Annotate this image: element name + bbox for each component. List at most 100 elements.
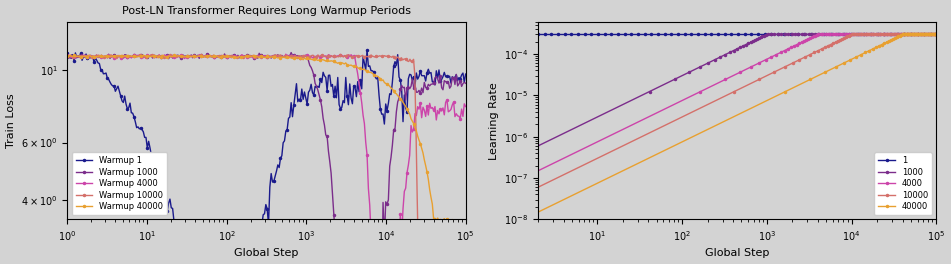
40000 bbox=[800, 80, 811, 83]
Warmup 40000 bbox=[445, 224, 456, 227]
40000 bbox=[907, 33, 919, 36]
Line: 4000: 4000 bbox=[511, 32, 939, 185]
Warmup 40000 bbox=[65, 53, 76, 56]
40000 bbox=[931, 33, 942, 36]
Warmup 1000 bbox=[62, 55, 73, 58]
Warmup 10000 bbox=[284, 55, 296, 58]
10000 bbox=[883, 33, 895, 36]
Warmup 4000 bbox=[400, 187, 412, 190]
Warmup 4000 bbox=[460, 105, 472, 108]
X-axis label: Global Step: Global Step bbox=[234, 248, 299, 258]
Warmup 40000 bbox=[301, 58, 312, 61]
Warmup 10000 bbox=[391, 56, 402, 60]
1000 bbox=[507, 157, 518, 160]
40000 bbox=[897, 33, 908, 36]
10000 bbox=[904, 33, 916, 36]
1000 bbox=[837, 33, 848, 36]
Warmup 1000 bbox=[299, 55, 310, 58]
40000 bbox=[896, 33, 907, 36]
X-axis label: Global Step: Global Step bbox=[705, 248, 769, 258]
Warmup 4000 bbox=[425, 107, 437, 110]
Warmup 40000 bbox=[299, 56, 310, 59]
Legend: Warmup 1, Warmup 1000, Warmup 4000, Warmup 10000, Warmup 40000: Warmup 1, Warmup 1000, Warmup 4000, Warm… bbox=[71, 152, 167, 215]
40000 bbox=[912, 33, 923, 36]
Warmup 10000 bbox=[134, 53, 146, 56]
Warmup 10000 bbox=[63, 54, 74, 58]
1 bbox=[868, 33, 880, 36]
Warmup 4000 bbox=[281, 53, 292, 56]
Warmup 1000 bbox=[285, 51, 297, 54]
Line: Warmup 1000: Warmup 1000 bbox=[66, 50, 468, 264]
Y-axis label: Learning Rate: Learning Rate bbox=[489, 82, 498, 159]
10000 bbox=[931, 33, 942, 36]
4000 bbox=[811, 33, 823, 36]
40000 bbox=[921, 33, 932, 36]
Warmup 1 bbox=[400, 106, 412, 109]
Warmup 40000 bbox=[62, 54, 73, 58]
1000 bbox=[761, 33, 772, 36]
Line: Warmup 40000: Warmup 40000 bbox=[66, 53, 468, 228]
1000 bbox=[931, 33, 942, 36]
1 bbox=[533, 33, 544, 36]
Warmup 1 bbox=[425, 71, 437, 74]
Title: Post-LN Transformer Requires Long Warmup Periods: Post-LN Transformer Requires Long Warmup… bbox=[122, 6, 411, 16]
10000 bbox=[748, 80, 760, 83]
4000 bbox=[812, 33, 824, 36]
10000 bbox=[845, 33, 857, 36]
Line: Warmup 10000: Warmup 10000 bbox=[66, 53, 432, 264]
40000 bbox=[925, 33, 937, 36]
Line: 40000: 40000 bbox=[511, 32, 939, 227]
1 bbox=[769, 33, 781, 36]
Warmup 40000 bbox=[424, 188, 436, 191]
Line: 10000: 10000 bbox=[511, 32, 939, 202]
1 bbox=[776, 33, 787, 36]
Line: 1: 1 bbox=[536, 32, 939, 36]
Warmup 1000 bbox=[307, 69, 319, 72]
Legend: 1, 1000, 4000, 10000, 40000: 1, 1000, 4000, 10000, 40000 bbox=[874, 152, 932, 215]
Warmup 1000 bbox=[63, 55, 74, 58]
Warmup 1 bbox=[299, 91, 310, 94]
Warmup 4000 bbox=[62, 53, 73, 56]
Warmup 40000 bbox=[307, 58, 319, 61]
Warmup 1000 bbox=[460, 82, 472, 85]
Line: 1000: 1000 bbox=[511, 32, 939, 161]
4000 bbox=[715, 80, 727, 83]
1 bbox=[931, 33, 942, 36]
Warmup 1 bbox=[361, 49, 373, 52]
Warmup 1 bbox=[62, 51, 73, 55]
10000 bbox=[507, 198, 518, 201]
Warmup 1000 bbox=[425, 83, 437, 86]
1000 bbox=[878, 33, 889, 36]
Warmup 4000 bbox=[307, 56, 319, 59]
10000 bbox=[872, 33, 883, 36]
4000 bbox=[894, 33, 905, 36]
1000 bbox=[664, 80, 675, 83]
4000 bbox=[848, 33, 860, 36]
10000 bbox=[918, 33, 929, 36]
Warmup 10000 bbox=[279, 55, 290, 59]
Warmup 40000 bbox=[398, 103, 410, 106]
Line: Warmup 4000: Warmup 4000 bbox=[66, 52, 468, 264]
4000 bbox=[507, 182, 518, 185]
Warmup 40000 bbox=[460, 223, 472, 226]
Line: Warmup 1: Warmup 1 bbox=[66, 48, 468, 264]
Warmup 1 bbox=[307, 91, 319, 94]
Warmup 1000 bbox=[400, 98, 412, 102]
4000 bbox=[913, 33, 924, 36]
1 bbox=[768, 33, 780, 36]
Warmup 1 bbox=[63, 56, 74, 59]
Warmup 1000 bbox=[301, 54, 312, 57]
4000 bbox=[865, 33, 877, 36]
Warmup 1 bbox=[301, 97, 312, 100]
Warmup 10000 bbox=[368, 55, 379, 58]
Warmup 10000 bbox=[62, 55, 73, 58]
Warmup 4000 bbox=[63, 54, 74, 58]
1000 bbox=[905, 33, 917, 36]
Y-axis label: Train Loss: Train Loss bbox=[6, 93, 15, 148]
40000 bbox=[507, 223, 518, 226]
Warmup 1 bbox=[460, 73, 472, 76]
1 bbox=[534, 33, 545, 36]
Warmup 4000 bbox=[299, 54, 310, 57]
1000 bbox=[761, 33, 772, 36]
Warmup 40000 bbox=[63, 55, 74, 58]
